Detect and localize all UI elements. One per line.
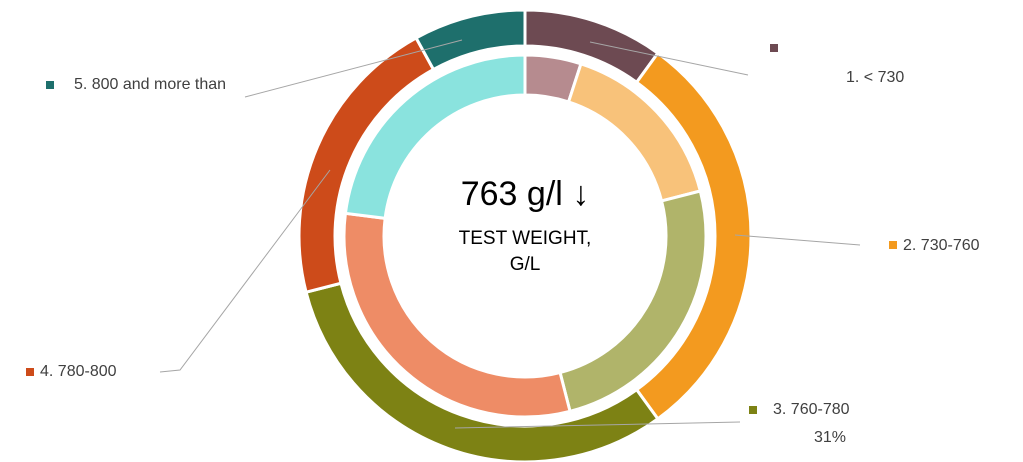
category-label: 4. 780-800 [40,358,117,386]
category-label: 1. < 730 [846,64,904,92]
category-label: 5. 800 and more than [60,71,240,99]
value-label: 31% [800,424,860,452]
legend-marker [26,368,34,376]
leader-line [735,235,860,245]
legend-marker [46,81,54,89]
category-label: 3. 760-780 [773,396,850,424]
chart: 763 g/l ↓ TEST WEIGHT, G/L 1. < 730 2. 73… [0,0,1023,462]
legend-marker [770,44,778,52]
category-label: 2. 730-760 [903,232,980,260]
legend-marker [889,241,897,249]
center-label: TEST WEIGHT, G/L [445,226,605,278]
legend-marker [749,406,757,414]
center-value: 763 g/l ↓ [405,175,645,214]
